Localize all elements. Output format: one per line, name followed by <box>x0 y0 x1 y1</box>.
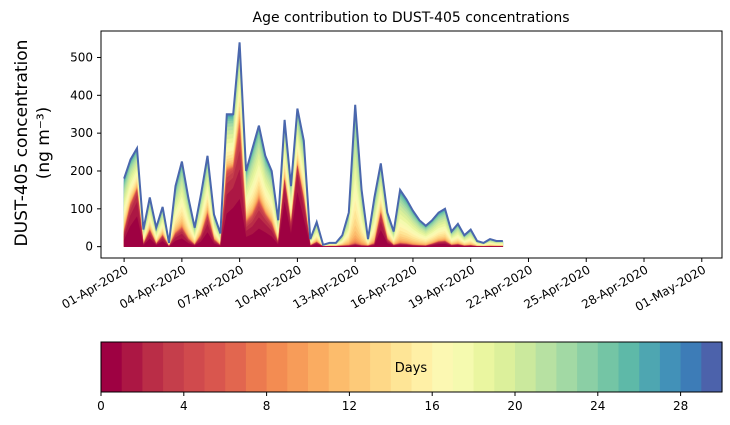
stacked-area-layers <box>123 42 503 247</box>
colorbar-tick-label: 24 <box>590 399 605 413</box>
colorbar: Days 0 4 8 12 16 20 24 28 <box>97 341 723 413</box>
y-tick-label: 0 <box>85 240 93 254</box>
colorbar-bin <box>452 342 475 392</box>
colorbar-bin <box>287 342 309 392</box>
colorbar-bin <box>101 342 123 392</box>
colorbar-bin <box>225 342 247 392</box>
colorbar-bin <box>494 342 516 392</box>
colorbar-bin <box>411 342 433 392</box>
colorbar-bin <box>639 342 661 392</box>
total-concentration-outline <box>123 42 503 247</box>
y-tick-label: 300 <box>70 126 93 140</box>
plot-frame <box>100 30 723 259</box>
colorbar-bin <box>473 342 495 392</box>
colorbar-tick-label: 0 <box>97 399 105 413</box>
colorbar-bin <box>204 342 226 392</box>
colorbar-frame <box>100 341 723 393</box>
colorbar-tick-label: 20 <box>507 399 522 413</box>
colorbar-bin <box>142 342 164 392</box>
x-axis: 01-Apr-202004-Apr-202007-Apr-202010-Apr-… <box>59 258 708 314</box>
colorbar-bin <box>577 342 599 392</box>
colorbar-label: Days <box>395 361 428 376</box>
colorbar-bin <box>680 342 702 392</box>
y-axis-label-line1: DUST-405 concentration <box>12 40 32 247</box>
colorbar-bin <box>535 342 557 392</box>
colorbar-bin <box>183 342 206 392</box>
y-axis: 0 100 200 300 400 500 <box>70 50 101 254</box>
chart-title: Age contribution to DUST-405 concentrati… <box>253 10 570 26</box>
colorbar-bin <box>659 342 682 392</box>
age-layer-day-0 <box>123 192 503 247</box>
colorbar-bin <box>163 342 185 392</box>
y-axis-label-line2: (ng m⁻³) <box>34 107 54 180</box>
colorbar-bin <box>597 342 620 392</box>
colorbar-bin <box>701 342 723 392</box>
colorbar-bin <box>556 342 578 392</box>
y-tick-label: 100 <box>70 202 93 216</box>
colorbar-bin <box>370 342 392 392</box>
y-tick-label: 200 <box>70 164 93 178</box>
y-tick-label: 500 <box>70 50 93 64</box>
colorbar-bin <box>266 342 288 392</box>
colorbar-bin <box>308 342 330 392</box>
colorbar-bin <box>121 342 143 392</box>
colorbar-bin <box>390 342 413 392</box>
colorbar-bin <box>349 342 371 392</box>
colorbar-tick-label: 12 <box>342 399 357 413</box>
colorbar-tick-label: 8 <box>263 399 271 413</box>
plot-area <box>100 30 723 259</box>
colorbar-tick-label: 4 <box>180 399 188 413</box>
colorbar-bin <box>245 342 268 392</box>
colorbar-tick-label: 28 <box>673 399 688 413</box>
colorbar-tick-label: 16 <box>425 399 440 413</box>
colorbar-bin <box>328 342 350 392</box>
colorbar-bin <box>618 342 640 392</box>
colorbar-bin <box>432 342 454 392</box>
y-tick-label: 400 <box>70 88 93 102</box>
colorbar-bin <box>515 342 537 392</box>
